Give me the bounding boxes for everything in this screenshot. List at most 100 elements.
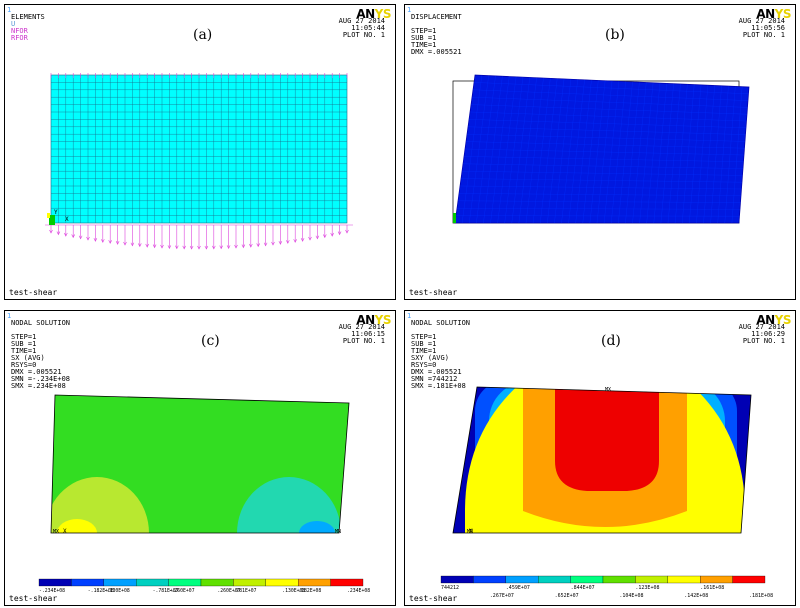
sxy-legend-swatch: [732, 575, 766, 584]
sxy-legend-label: .652E+07: [555, 593, 579, 599]
arrow-head: [197, 245, 201, 250]
sx-legend-swatch: [200, 578, 234, 587]
header-line: SX (AVG): [11, 354, 45, 362]
arrow-head: [108, 240, 112, 244]
sx-legend-label: .781E+07: [233, 588, 256, 594]
panel-b-header: DISPLACEMENT STEP=1 SUB =1 TIME=1 DMX =.…: [411, 14, 462, 56]
arrow-head: [152, 244, 157, 249]
sxy-legend-swatch: [538, 575, 571, 584]
support-marker: [47, 213, 50, 218]
sxy-legend-swatch: [473, 575, 506, 584]
header-line: SXY (AVG): [411, 354, 449, 362]
arrow-head: [249, 243, 253, 248]
contour-band: [237, 477, 341, 533]
window-number: 1: [407, 312, 412, 320]
plot-number: PLOT NO. 1: [342, 31, 385, 39]
panel-footer: test-shear: [409, 594, 458, 603]
arrow-head: [212, 245, 216, 250]
deformed-body: [454, 74, 750, 224]
plot-info: AUG 27 2014 11:05:44 PLOT NO. 1: [339, 18, 385, 39]
sx-legend-label: .130E+08: [282, 588, 305, 594]
arrow-head: [337, 231, 342, 236]
sx-legend-label: .260E+07: [217, 588, 240, 594]
header-line: DMX =.005521: [411, 48, 462, 56]
body-outline: [452, 386, 752, 534]
arrow-head: [345, 229, 349, 234]
arrow-head: [130, 242, 135, 247]
sx-legend-label: -.182E+08: [88, 588, 114, 594]
sx-legend-swatch: [168, 578, 202, 587]
arrow-head: [241, 244, 246, 249]
panel-d-header: NODAL SOLUTION STEP=1 SUB =1 TIME=1 SXY …: [411, 320, 470, 390]
sxy-legend-swatch: [505, 575, 539, 584]
plot-info: AUG 27 2014 11:06:15 PLOT NO. 1: [339, 324, 385, 345]
arrow-head: [286, 240, 290, 244]
ansys-logo: ANYS: [756, 313, 791, 327]
plot-info: AUG 27 2014 11:05:56 PLOT NO. 1: [739, 18, 785, 39]
sx-legend-label: -.260E+07: [169, 588, 195, 594]
sxy-legend-swatch: [440, 575, 474, 584]
sxy-legend-swatch: [700, 575, 733, 584]
mesh-line: [462, 163, 744, 169]
arrow-head: [71, 234, 75, 239]
legend-u: U: [11, 20, 16, 28]
arrow-head: [189, 245, 194, 250]
axis-label-y: Y: [54, 209, 58, 216]
arrow-head: [115, 241, 120, 245]
contour-group: [453, 387, 751, 533]
header-line: SMX =.234E+08: [11, 382, 66, 390]
header-line: SMN =744212: [411, 375, 458, 383]
arrow-head: [234, 244, 238, 249]
sx-legend-swatch: [38, 578, 72, 587]
legend-rfor: RFOR: [11, 34, 28, 42]
header-line: SUB =1: [411, 34, 437, 42]
arrow-head: [93, 238, 98, 242]
panel-a-header: ELEMENTS U NFOR RFOR: [11, 14, 45, 42]
contour-band: [51, 477, 149, 533]
panel-footer: test-shear: [9, 594, 58, 603]
mesh-line: [464, 148, 745, 156]
mesh-line: [471, 97, 748, 108]
arrow-head: [160, 244, 164, 249]
axis-label-x: X: [63, 528, 67, 535]
arrow-head: [271, 241, 275, 246]
panel-b: 1 DISPLACEMENT STEP=1 SUB =1 TIME=1 DMX …: [404, 4, 796, 300]
arrow-head: [145, 243, 149, 248]
contour-band: [299, 521, 335, 533]
header-line: DMX =.005521: [11, 368, 62, 376]
mesh-line: [458, 193, 742, 196]
contour-group: [51, 395, 349, 533]
mesh-line: [466, 134, 746, 142]
sx-legend-label: -.130E+08: [104, 588, 130, 594]
elements-plot: XY: [45, 73, 353, 250]
arrow-head: [256, 243, 260, 248]
arrow-head: [49, 229, 53, 234]
plot-time: 11:05:44: [351, 24, 385, 32]
plot-date: AUG 27 2014: [338, 323, 385, 331]
sx-legend-swatch: [330, 578, 364, 587]
arrow-head: [64, 232, 68, 237]
arrow-head: [86, 236, 90, 241]
node-label-mn: MN: [467, 529, 473, 535]
header-line: STEP=1: [11, 333, 37, 341]
node-label-mx: MX: [53, 529, 59, 535]
header-line: RSYS=0: [411, 361, 437, 369]
mesh-line: [455, 215, 740, 217]
mesh-line: [473, 82, 749, 94]
sxy-contour-plot: MX MNX 744212 .459E+07 .844E+07 .123E+08 .161E…: [440, 386, 773, 599]
sxy-legend-label: .104E+08: [619, 593, 643, 599]
arrow-head: [204, 245, 209, 250]
sxy-legend-label: .161E+08: [700, 585, 724, 591]
support-marker: [453, 213, 456, 223]
contour-band: [555, 387, 659, 491]
plot-number: PLOT NO. 1: [742, 337, 785, 345]
window-number: 1: [7, 6, 12, 14]
plot-time: 11:06:29: [751, 330, 785, 338]
arrow-head: [315, 235, 320, 240]
ansys-logo: ANYS: [356, 313, 391, 327]
arrow-head: [78, 235, 83, 240]
plot-date: AUG 27 2014: [738, 17, 785, 25]
plot-number: PLOT NO. 1: [342, 337, 385, 345]
plot-date: AUG 27 2014: [338, 17, 385, 25]
